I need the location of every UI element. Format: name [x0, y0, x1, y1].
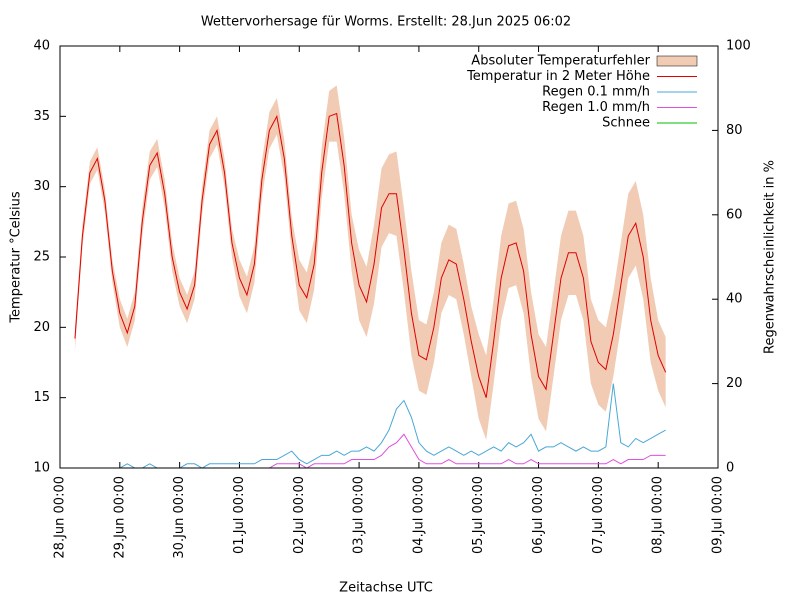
y-tick-label: 35	[33, 109, 50, 124]
x-tick-label: 07.Jul 00:00	[591, 476, 606, 554]
x-tick-label: 05.Jul 00:00	[471, 476, 486, 554]
y-tick-label: 30	[33, 179, 50, 194]
legend-label: Absoluter Temperaturfehler	[471, 54, 650, 69]
x-tick-label: 06.Jul 00:00	[531, 476, 546, 554]
series-line	[74, 383, 666, 469]
y-tick-label: 20	[33, 320, 50, 335]
x-tick-label: 04.Jul 00:00	[411, 476, 426, 554]
x-axis-label: Zeitachse UTC	[339, 581, 433, 596]
x-tick-label: 02.Jul 00:00	[292, 476, 307, 554]
y-tick-label: 10	[33, 461, 50, 476]
error-band	[74, 85, 666, 440]
x-tick-label: 30.Jun 00:00	[172, 476, 187, 559]
y2-tick-label: 0	[726, 461, 734, 476]
series-line	[74, 112, 667, 398]
x-tick-label: 01.Jul 00:00	[232, 476, 247, 554]
chart-title: Wettervorhersage für Worms. Erstellt: 28…	[201, 15, 571, 30]
y2-tick-label: 100	[726, 39, 751, 54]
x-tick-label: 03.Jul 00:00	[352, 476, 367, 554]
plot-border	[59, 45, 719, 469]
legend-label: Regen 1.0 mm/h	[542, 100, 650, 115]
y2-tick-label: 40	[726, 292, 743, 307]
y2-tick-label: 80	[726, 123, 743, 138]
y-tick-label: 40	[33, 39, 50, 54]
y2-axis-label: Regenwahrscheinlichkeit in %	[763, 160, 778, 354]
y-tick-label: 25	[33, 250, 50, 265]
x-tick-label: 09.Jul 00:00	[711, 476, 726, 554]
y-axis-label: Temperatur °Celsius	[9, 191, 24, 324]
x-tick-label: 28.Jun 00:00	[53, 476, 68, 559]
legend-label: Regen 0.1 mm/h	[542, 85, 650, 100]
legend-swatch	[656, 55, 698, 67]
y2-tick-label: 20	[726, 376, 743, 391]
legend-label: Temperatur in 2 Meter Höhe	[466, 69, 650, 84]
series-line	[74, 433, 666, 469]
y-tick-label: 15	[33, 390, 50, 405]
x-tick-label: 08.Jul 00:00	[651, 476, 666, 554]
y2-tick-label: 60	[726, 207, 743, 222]
x-tick-label: 29.Jun 00:00	[112, 476, 127, 559]
legend-label: Schnee	[602, 116, 650, 131]
